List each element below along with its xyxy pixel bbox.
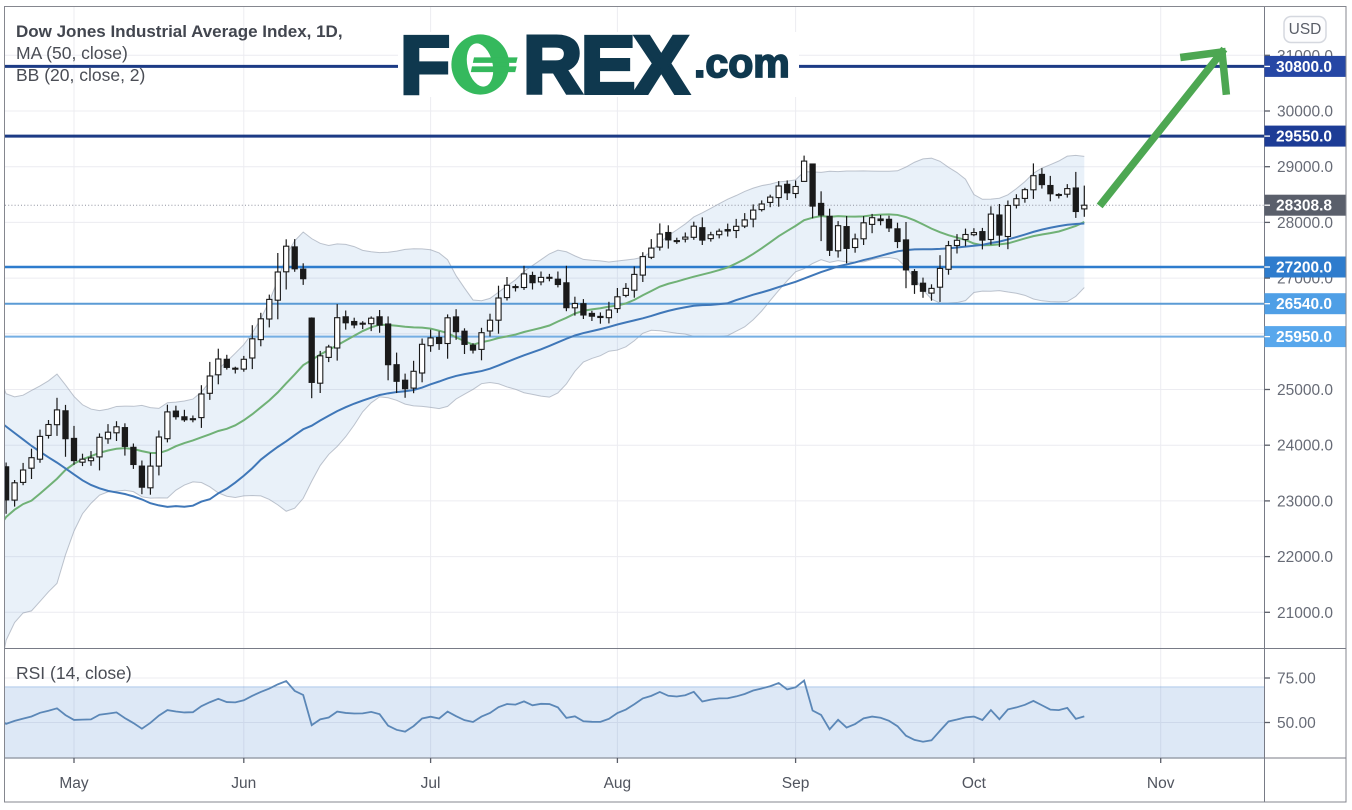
svg-text:29550.0: 29550.0 (1276, 129, 1332, 146)
svg-text:27200.0: 27200.0 (1276, 260, 1332, 277)
svg-text:23000.0: 23000.0 (1277, 493, 1333, 510)
svg-text:26540.0: 26540.0 (1276, 296, 1332, 313)
svg-text:Sep: Sep (782, 775, 810, 792)
svg-text:50.00: 50.00 (1277, 715, 1316, 732)
svg-text:25950.0: 25950.0 (1276, 329, 1332, 346)
svg-text:BB (20, close, 2): BB (20, close, 2) (16, 65, 145, 85)
svg-text:30000.0: 30000.0 (1277, 104, 1333, 121)
svg-text:29000.0: 29000.0 (1277, 159, 1333, 176)
svg-text:30800.0: 30800.0 (1276, 59, 1332, 76)
svg-text:.com: .com (694, 40, 790, 86)
svg-text:25000.0: 25000.0 (1277, 382, 1333, 399)
svg-text:MA (50, close): MA (50, close) (16, 43, 128, 63)
svg-text:Jun: Jun (231, 775, 256, 792)
svg-text:28000.0: 28000.0 (1277, 215, 1333, 232)
svg-text:21000.0: 21000.0 (1277, 605, 1333, 622)
svg-text:USD: USD (1289, 21, 1322, 38)
svg-text:Aug: Aug (604, 775, 632, 792)
svg-text:May: May (59, 775, 89, 792)
svg-text:28308.8: 28308.8 (1276, 198, 1332, 215)
svg-text:F: F (400, 20, 450, 111)
svg-text:Jul: Jul (421, 775, 441, 792)
svg-text:24000.0: 24000.0 (1277, 438, 1333, 455)
svg-text:Dow Jones Industrial Average I: Dow Jones Industrial Average Index, 1D, (16, 22, 343, 41)
svg-text:REX: REX (523, 20, 688, 111)
svg-text:Oct: Oct (962, 775, 987, 792)
svg-text:75.00: 75.00 (1277, 671, 1316, 688)
svg-text:RSI (14, close): RSI (14, close) (16, 663, 132, 683)
svg-text:Nov: Nov (1147, 775, 1175, 792)
svg-text:22000.0: 22000.0 (1277, 549, 1333, 566)
